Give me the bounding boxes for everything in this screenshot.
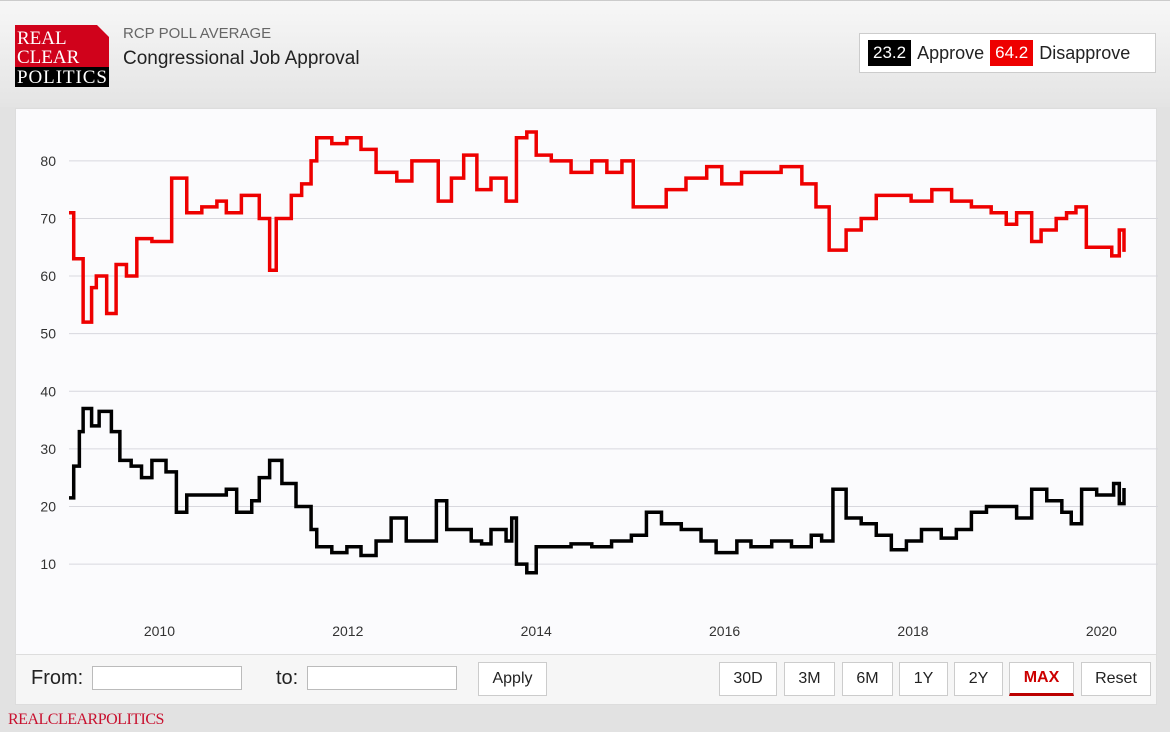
svg-text:POLITICS: POLITICS	[17, 67, 107, 87]
disapprove-label: Disapprove	[1039, 42, 1131, 63]
x-tick-label: 2020	[1086, 623, 1117, 639]
to-label: to:	[276, 667, 299, 689]
from-label: From:	[31, 667, 84, 689]
svg-text:CLEAR: CLEAR	[17, 47, 80, 68]
chart-panel: 10 20 30 40 50 60 70 80 2010 2012 2014 2016 2018 2020	[15, 108, 1158, 655]
svg-text:REAL: REAL	[17, 28, 67, 49]
x-tick-label: 2012	[332, 623, 363, 639]
realclearpolitics-logo[interactable]: REAL CLEAR POLITICS	[15, 25, 109, 87]
legend: 23.2 Approve 64.2 Disapprove	[859, 33, 1156, 73]
range-3m-button[interactable]: 3M	[784, 662, 835, 696]
series-line-disapprove[interactable]	[69, 130, 1126, 324]
x-tick-label: 2014	[521, 623, 552, 639]
apply-button[interactable]: Apply	[478, 662, 547, 696]
y-tick-label: 20	[40, 498, 56, 514]
range-1y-button[interactable]: 1Y	[899, 662, 948, 696]
subtitle: RCP POLL AVERAGE	[123, 25, 272, 42]
chart-title: Congressional Job Approval	[123, 48, 360, 69]
series-line-approve[interactable]	[69, 406, 1126, 575]
disapprove-value: 64.2	[990, 40, 1034, 66]
y-tick-label: 10	[40, 556, 56, 572]
y-tick-label: 30	[40, 441, 56, 457]
from-date-input[interactable]	[92, 666, 242, 690]
range-controls: From: to: Apply 30D 3M 6M 1Y 2Y MAX Rese…	[15, 655, 1157, 705]
range-max-button[interactable]: MAX	[1009, 662, 1074, 696]
y-tick-label: 80	[40, 153, 56, 169]
x-tick-label: 2018	[897, 623, 928, 639]
y-tick-label: 50	[40, 326, 56, 342]
approve-label: Approve	[917, 42, 985, 63]
x-tick-label: 2016	[709, 623, 740, 639]
y-tick-label: 40	[40, 383, 56, 399]
line-chart: 10 20 30 40 50 60 70 80 2010 2012 2014 2016 2018 2020	[40, 130, 1158, 639]
header: REAL CLEAR POLITICS RCP POLL AVERAGE Con…	[0, 0, 1170, 107]
footer-brand-link[interactable]: REALCLEARPOLITICS	[8, 711, 164, 728]
range-30d-button[interactable]: 30D	[719, 662, 777, 696]
to-date-input[interactable]	[307, 666, 457, 690]
x-tick-label: 2010	[144, 623, 175, 639]
y-tick-label: 70	[40, 210, 56, 226]
range-6m-button[interactable]: 6M	[842, 662, 893, 696]
reset-button[interactable]: Reset	[1081, 662, 1151, 696]
y-tick-label: 60	[40, 268, 56, 284]
approve-value: 23.2	[868, 40, 912, 66]
range-2y-button[interactable]: 2Y	[954, 662, 1003, 696]
